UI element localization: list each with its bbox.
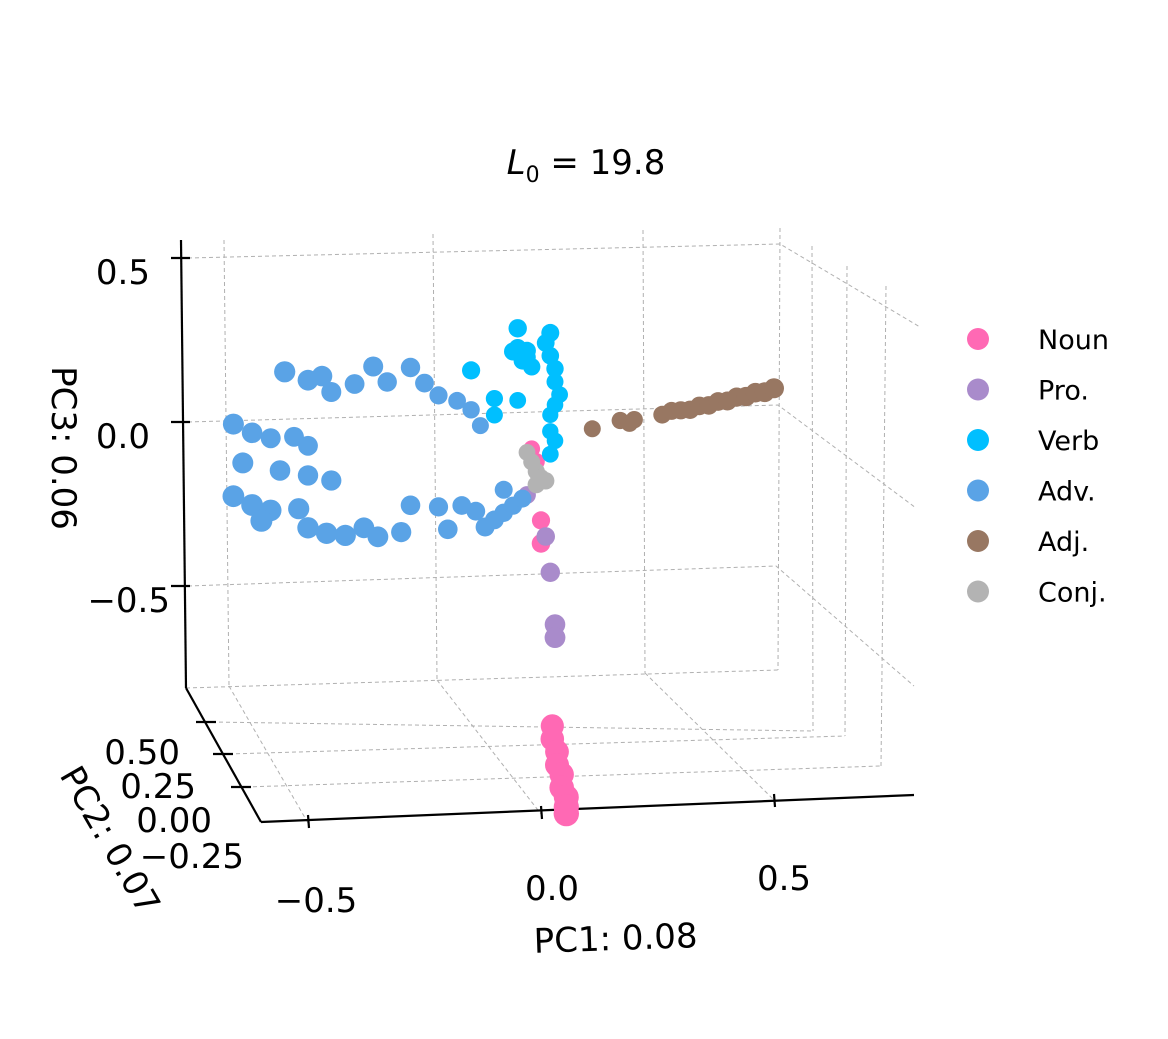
data-point-adv	[241, 422, 263, 444]
y-tick-labels: 0.50 0.25 0.00 −0.25	[104, 733, 244, 877]
data-point-adv	[311, 365, 333, 387]
data-point-pro	[544, 627, 566, 648]
legend-label: Adv.	[1038, 477, 1096, 508]
data-point-adv	[428, 497, 449, 517]
legend-marker	[967, 429, 989, 451]
data-point-adj	[764, 378, 784, 399]
data-point-verb	[485, 390, 503, 408]
legend: Noun Pro. Verb Adv. Adj. Conj.	[967, 325, 1109, 609]
data-point-adv	[298, 435, 318, 456]
data-point-noun	[531, 511, 551, 530]
data-point-verb	[542, 406, 559, 423]
data-point-adv	[415, 373, 434, 393]
z-tick-labels: 0.5 0.0 −0.5	[87, 253, 170, 621]
data-point-adv	[429, 386, 448, 405]
data-point-adv	[269, 460, 291, 481]
x-tick-labels: −0.5 0.0 0.5	[275, 859, 811, 921]
legend-marker	[967, 479, 989, 502]
data-point-adv	[471, 417, 489, 435]
data-point-adv	[391, 522, 412, 543]
data-point-adv	[334, 524, 356, 547]
data-point-adv	[274, 361, 296, 383]
data-point-noun	[553, 800, 579, 827]
data-point-verb	[546, 432, 564, 450]
legend-marker	[967, 328, 989, 350]
legend-marker	[967, 530, 989, 552]
data-point-verb	[546, 360, 564, 378]
legend-marker	[967, 580, 989, 603]
data-point-verb	[509, 392, 527, 409]
legend-label: Verb	[1038, 426, 1099, 457]
data-point-adv	[232, 452, 254, 474]
data-point-adv	[260, 428, 281, 449]
data-points	[222, 319, 784, 827]
data-point-adv	[344, 374, 365, 394]
data-point-adj	[625, 411, 643, 429]
x-tick-label: 0.5	[757, 859, 811, 899]
x-axis-label: PC1: 0.08	[533, 916, 698, 962]
z-axis-line	[179, 239, 188, 689]
legend-label: Adj.	[1038, 527, 1089, 558]
data-point-verb	[541, 445, 559, 463]
data-point-adv	[321, 382, 342, 402]
data-point-adv	[363, 356, 384, 377]
data-point-verb	[508, 319, 527, 338]
data-point-adv	[315, 522, 338, 544]
data-point-adv	[241, 494, 263, 516]
y-tick-label: 0.00	[136, 801, 212, 841]
z-axis-label: PC3: 0.06	[43, 366, 83, 530]
data-point-adv	[321, 470, 342, 491]
data-point-adv	[222, 485, 245, 508]
z-tick-label: 0.5	[96, 253, 150, 293]
x-tick-label: 0.0	[525, 869, 579, 909]
z-tick-label: −0.5	[87, 581, 170, 621]
axes	[171, 239, 915, 829]
data-point-adv	[400, 357, 421, 378]
data-point-adv	[297, 517, 319, 539]
legend-label: Noun	[1038, 325, 1109, 356]
z-tick-label: 0.0	[96, 417, 150, 457]
data-point-adv	[448, 391, 466, 410]
data-point-adv	[284, 426, 304, 447]
data-point-adv	[438, 519, 458, 540]
data-point-adv	[400, 495, 421, 516]
data-point-verb	[546, 373, 564, 391]
legend-label: Conj.	[1038, 578, 1107, 609]
data-point-adv	[250, 509, 273, 532]
data-point-adv	[222, 413, 244, 435]
data-point-adv	[297, 465, 319, 486]
data-point-verb	[518, 348, 536, 367]
data-point-adv	[466, 501, 486, 521]
data-point-conj	[537, 472, 555, 490]
data-point-adv	[288, 498, 310, 520]
x-axis-line	[260, 793, 915, 824]
data-point-adv	[494, 480, 513, 499]
data-point-verb	[485, 406, 503, 424]
data-point-pro	[536, 527, 555, 546]
data-point-adv	[367, 526, 389, 548]
x-tick-label: −0.5	[275, 881, 358, 921]
legend-label: Pro.	[1038, 376, 1089, 407]
data-point-verb	[462, 361, 481, 380]
y-tick-label: 0.50	[104, 733, 180, 773]
grid-lines	[185, 227, 921, 824]
data-point-adj	[583, 420, 601, 438]
data-point-adv	[462, 401, 480, 419]
legend-marker	[967, 378, 989, 401]
data-point-adv	[513, 489, 532, 508]
data-point-adv	[377, 372, 397, 392]
y-tick-label: 0.25	[120, 767, 196, 807]
y-tick-label: −0.25	[140, 837, 244, 877]
chart-title: L0 = 19.8	[507, 143, 666, 188]
data-point-pro	[540, 562, 560, 582]
